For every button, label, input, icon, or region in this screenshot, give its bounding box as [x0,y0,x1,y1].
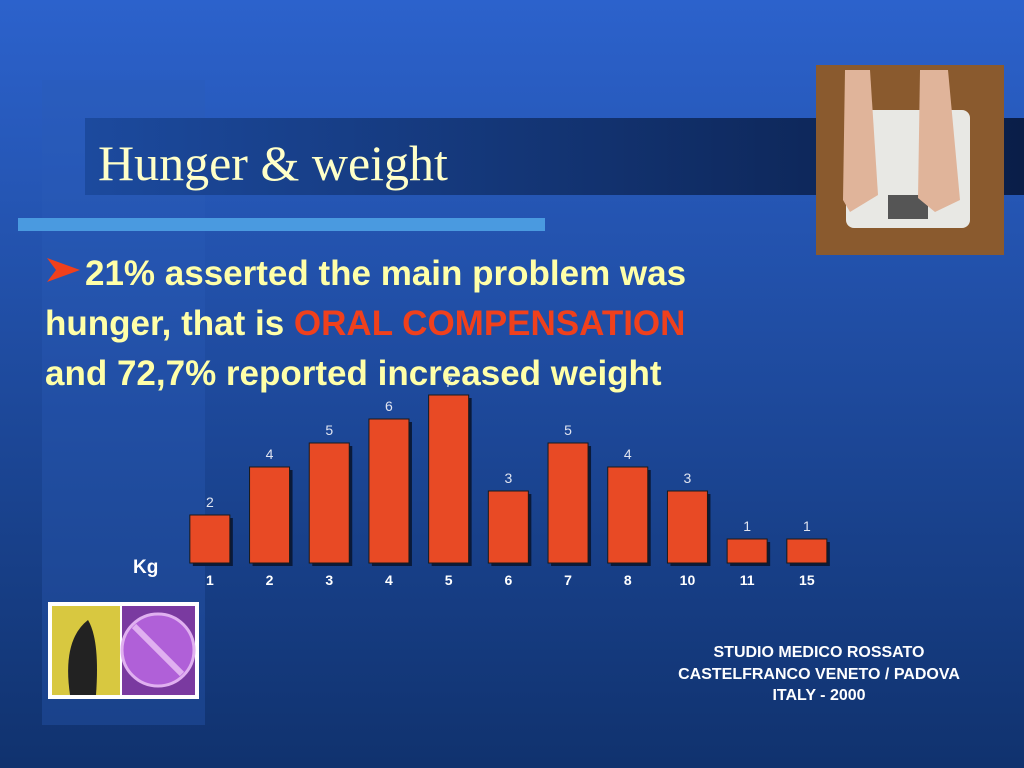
bar [308,442,350,564]
footer-line: ITALY - 2000 [772,687,865,704]
x-tick-label: 11 [740,572,755,588]
footer-line: CASTELFRANCO VENETO / PADOVA [678,666,960,683]
bullet-arrow [47,258,80,282]
bullet-text: hunger, that is [45,304,294,343]
value-label: 3 [684,470,692,486]
bar [666,490,708,564]
value-label: 4 [266,446,274,462]
value-label: 7 [445,374,453,390]
slide-title: Hunger & weight [98,135,448,191]
value-label: 3 [504,470,512,486]
bullet-line: 21% asserted the main problem was [85,254,686,293]
value-label: 5 [564,422,572,438]
x-tick-label: 4 [385,572,393,588]
value-label: 1 [743,518,751,534]
x-axis-label: Kg [133,557,158,578]
value-label: 6 [385,398,393,414]
x-tick-label: 15 [799,572,815,588]
title-rule [18,218,545,231]
bar [249,466,291,564]
x-tick-label: 3 [325,572,333,588]
bar [428,394,470,564]
x-tick-label: 7 [564,572,572,588]
bullet-line: and 72,7% reported increased weight [45,354,662,393]
bar [189,514,231,564]
x-tick-label: 8 [624,572,632,588]
bullet-highlight: ORAL COMPENSATION [294,304,686,343]
bar [487,490,529,564]
bar [368,418,410,564]
logo [48,602,199,699]
x-tick-label: 5 [445,572,453,588]
bullet-line: hunger, that is ORAL COMPENSATION [45,304,685,343]
value-label: 5 [325,422,333,438]
value-label: 1 [803,518,811,534]
photo [816,65,1004,255]
bar [607,466,649,564]
value-label: 2 [206,494,214,510]
x-tick-label: 10 [680,572,696,588]
x-tick-label: 2 [266,572,274,588]
x-tick-label: 1 [206,572,214,588]
value-label: 4 [624,446,632,462]
bar [726,538,768,564]
bar [547,442,589,564]
footer-line: STUDIO MEDICO ROSSATO [714,644,925,661]
bar [786,538,828,564]
x-tick-label: 6 [504,572,512,588]
